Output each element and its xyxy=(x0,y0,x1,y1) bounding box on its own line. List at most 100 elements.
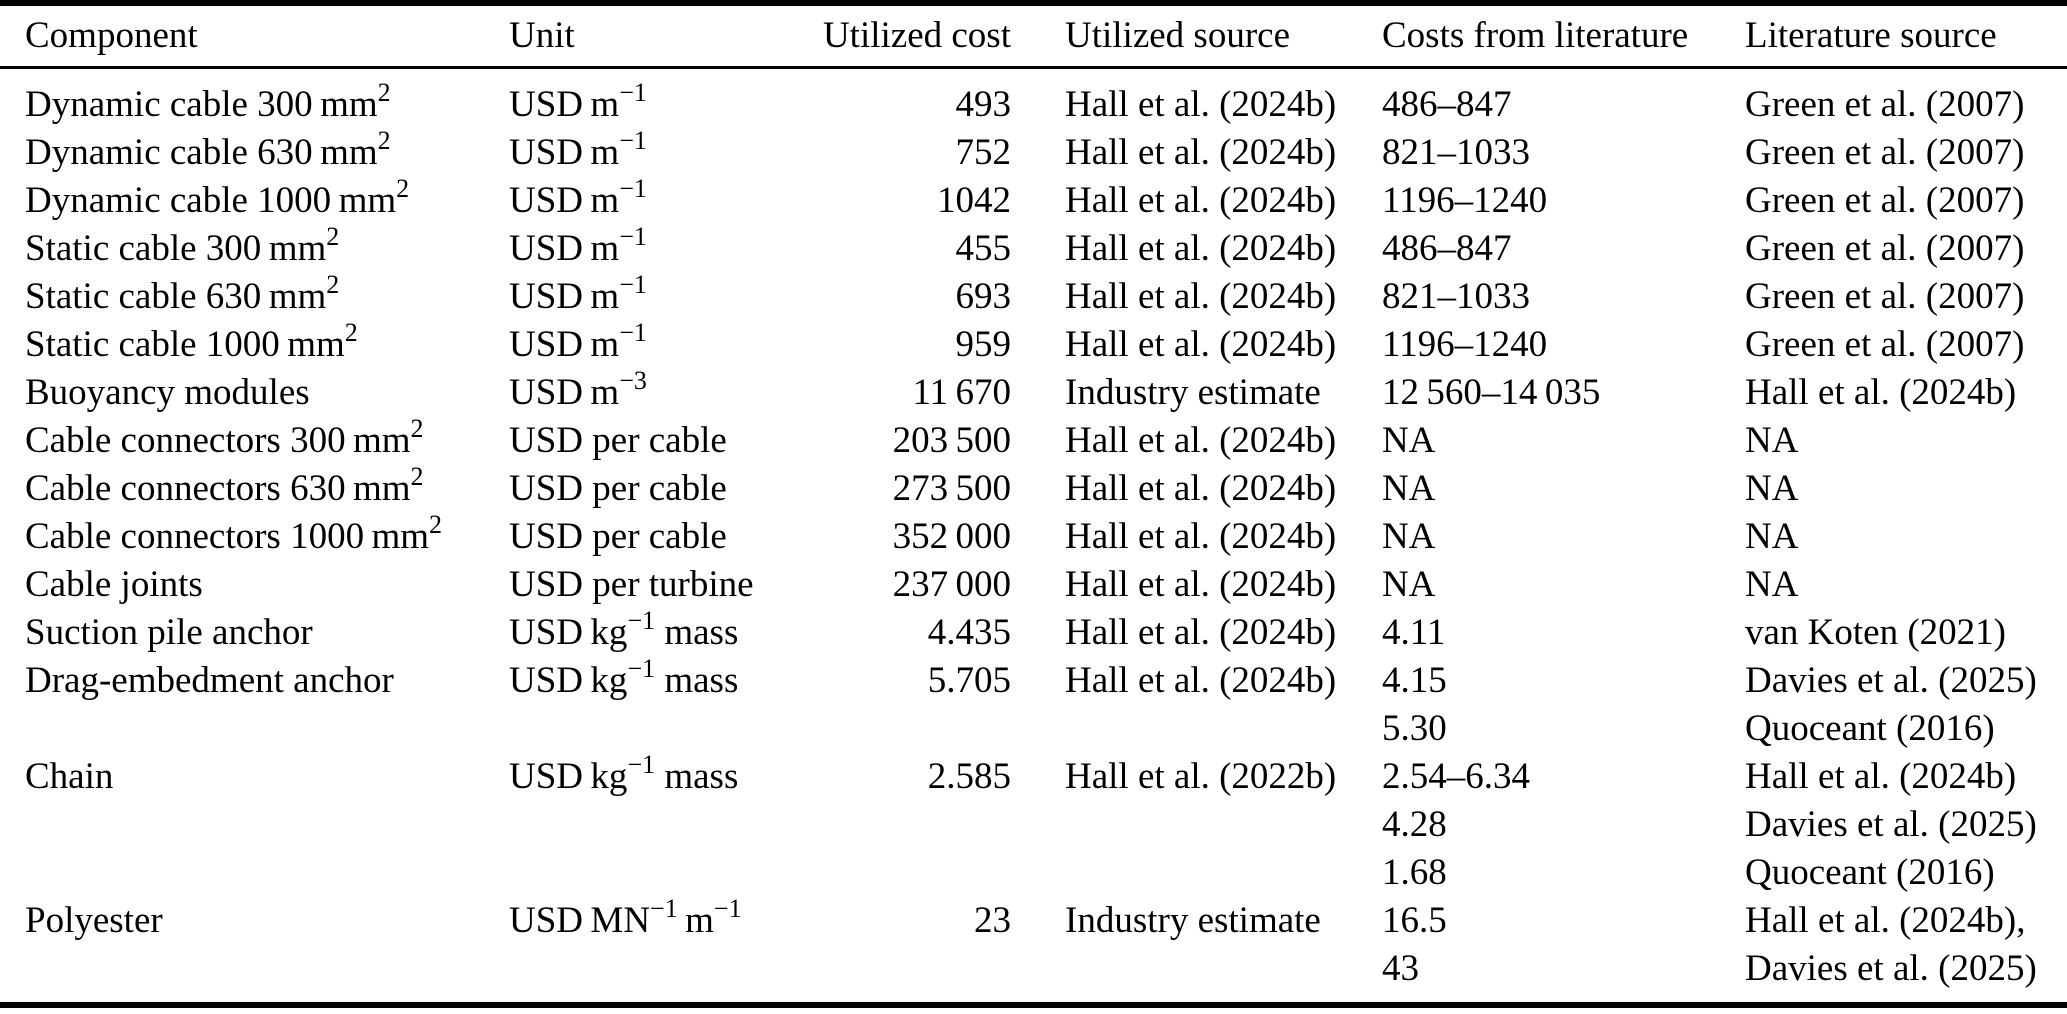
cell-literature-source: Davies et al. (2025) xyxy=(1745,803,2037,845)
table-row: Suction pile anchor USD kg−1 mass 4.435 Hal… xyxy=(0,606,2067,657)
cell-literature-source: Green et al. (2007) xyxy=(1745,323,2025,365)
cell-costs-from-literature: 1.68 xyxy=(1382,851,1447,893)
cell-literature-source: NA xyxy=(1745,467,1799,509)
table-row: Dynamic cable 630 mm2 USD m−1 752 Hall et a… xyxy=(0,126,2067,177)
superscript: −1 xyxy=(650,894,678,924)
cell-utilized-cost: 1042 xyxy=(937,179,1011,221)
cell-utilized-source xyxy=(1011,801,1382,849)
table-row: Static cable 1000 mm2 USD m−1 959 Hall et a… xyxy=(0,318,2067,369)
superscript: −1 xyxy=(619,78,647,108)
cell-utilized-source: Hall et al. (2024b) xyxy=(1065,227,1337,269)
cell-costs-from-literature: NA xyxy=(1382,515,1436,557)
cell-unit xyxy=(486,945,815,1005)
cell-utilized-source: Hall et al. (2024b) xyxy=(1065,659,1337,701)
cell-utilized-source: Hall et al. (2024b) xyxy=(1065,515,1337,557)
cell-literature-source: Hall et al. (2024b) xyxy=(1745,755,2017,797)
superscript: 2 xyxy=(410,462,424,492)
cell-unit xyxy=(486,849,815,897)
cell-component xyxy=(0,849,486,897)
table-row: Cable joints USD per turbine 237 000 Hall e… xyxy=(0,561,2067,609)
cell-utilized-source: Hall et al. (2024b) xyxy=(1065,131,1337,173)
cell-literature-source: Quoceant (2016) xyxy=(1745,851,1995,893)
superscript: −1 xyxy=(619,318,647,348)
cell-literature-source: Quoceant (2016) xyxy=(1745,707,1995,749)
cell-costs-from-literature: 43 xyxy=(1382,947,1419,989)
cell-utilized-cost: 352 000 xyxy=(892,515,1011,557)
cell-component xyxy=(0,801,486,849)
column-header-utilized-cost: Utilized cost xyxy=(815,3,1011,69)
cell-utilized-source: Hall et al. (2024b) xyxy=(1065,323,1337,365)
cell-unit: USD per cable xyxy=(509,515,727,557)
table-row: Cable connectors 300 mm2 USD per cable 203… xyxy=(0,414,2067,465)
cell-component: Chain xyxy=(25,755,114,797)
table-row: Cable connectors 630 mm2 USD per cable 273… xyxy=(0,462,2067,513)
cell-component: Drag-embedment anchor xyxy=(25,659,394,701)
cell-component: Static cable 1000 mm2 xyxy=(25,318,358,365)
cell-component: Dynamic cable 630 mm2 xyxy=(25,126,391,173)
cell-utilized-cost: 23 xyxy=(974,899,1011,941)
cell-unit: USD kg−1 mass xyxy=(509,654,739,701)
cell-utilized-cost xyxy=(815,849,1011,897)
cell-component: Cable connectors 630 mm2 xyxy=(25,462,424,509)
cell-component: Dynamic cable 300 mm2 xyxy=(25,78,391,125)
table-body: Dynamic cable 300 mm2 USD m−1 493 Hall et a… xyxy=(0,67,2067,1005)
cell-utilized-cost: 4.435 xyxy=(927,611,1011,653)
cell-unit: USD kg−1 mass xyxy=(509,606,739,653)
cell-costs-from-literature: 821–1033 xyxy=(1382,131,1530,173)
cell-literature-source: Green et al. (2007) xyxy=(1745,275,2025,317)
cell-costs-from-literature: 1196–1240 xyxy=(1382,323,1548,365)
cell-utilized-cost: 455 xyxy=(955,227,1012,269)
cell-literature-source: Davies et al. (2025) xyxy=(1745,947,2037,989)
superscript: 2 xyxy=(326,270,340,300)
cell-costs-from-literature: 4.28 xyxy=(1382,803,1447,845)
superscript: −1 xyxy=(619,222,647,252)
table-row: 4.28 Davies et al. (2025) xyxy=(0,801,2067,849)
cell-unit: USD kg−1 mass xyxy=(509,750,739,797)
superscript: 2 xyxy=(377,78,391,108)
cell-costs-from-literature: 12 560–14 035 xyxy=(1382,371,1601,413)
cell-component xyxy=(0,705,486,753)
table-row: Polyester USD MN−1 m−1 23 Industry estimate… xyxy=(0,894,2067,945)
cell-component: Cable connectors 300 mm2 xyxy=(25,414,424,461)
cell-component: Dynamic cable 1000 mm2 xyxy=(25,174,410,221)
cell-utilized-source: Hall et al. (2024b) xyxy=(1065,611,1337,653)
cell-literature-source: Green et al. (2007) xyxy=(1745,179,2025,221)
cell-utilized-source: Industry estimate xyxy=(1065,899,1321,941)
cell-unit: USD per turbine xyxy=(509,563,754,605)
table-row: 1.68 Quoceant (2016) xyxy=(0,849,2067,897)
superscript: −3 xyxy=(619,366,647,396)
cell-costs-from-literature: 486–847 xyxy=(1382,83,1512,125)
column-header-unit: Unit xyxy=(486,3,815,69)
table-row: Static cable 300 mm2 USD m−1 455 Hall et al… xyxy=(0,222,2067,273)
cell-utilized-source: Hall et al. (2024b) xyxy=(1065,467,1337,509)
cell-literature-source: NA xyxy=(1745,419,1799,461)
cell-unit xyxy=(486,705,815,753)
table-row: Drag-embedment anchor USD kg−1 mass 5.705 H… xyxy=(0,654,2067,705)
cell-unit: USD m−3 xyxy=(509,366,647,413)
cell-component xyxy=(0,945,486,1005)
cell-costs-from-literature: NA xyxy=(1382,467,1436,509)
superscript: −1 xyxy=(627,606,656,636)
column-header-literature-source: Literature source xyxy=(1745,3,2067,69)
table-row: Buoyancy modules USD m−3 11 670 Industry es… xyxy=(0,366,2067,417)
cell-literature-source: Davies et al. (2025) xyxy=(1745,659,2037,701)
cell-component: Static cable 630 mm2 xyxy=(25,270,340,317)
cell-costs-from-literature: 4.11 xyxy=(1382,611,1446,653)
cell-costs-from-literature: 821–1033 xyxy=(1382,275,1530,317)
cell-literature-source: Green et al. (2007) xyxy=(1745,83,2025,125)
cell-costs-from-literature: 16.5 xyxy=(1382,899,1447,941)
table-row: 43 Davies et al. (2025) xyxy=(0,945,2067,1005)
column-header-utilized-source: Utilized source xyxy=(1011,3,1382,69)
cell-utilized-source xyxy=(1011,945,1382,1005)
cell-literature-source: NA xyxy=(1745,563,1799,605)
cell-utilized-source: Hall et al. (2024b) xyxy=(1065,563,1337,605)
table-row: Chain USD kg−1 mass 2.585 Hall et al. (2022… xyxy=(0,750,2067,801)
superscript: 2 xyxy=(344,318,358,348)
cell-component: Cable connectors 1000 mm2 xyxy=(25,510,443,557)
cell-costs-from-literature: 5.30 xyxy=(1382,707,1447,749)
cell-utilized-cost: 203 500 xyxy=(892,419,1011,461)
column-header-costs-from-literature: Costs from literature xyxy=(1382,3,1745,69)
cell-utilized-cost: 11 670 xyxy=(912,371,1011,413)
superscript: −1 xyxy=(619,270,647,300)
